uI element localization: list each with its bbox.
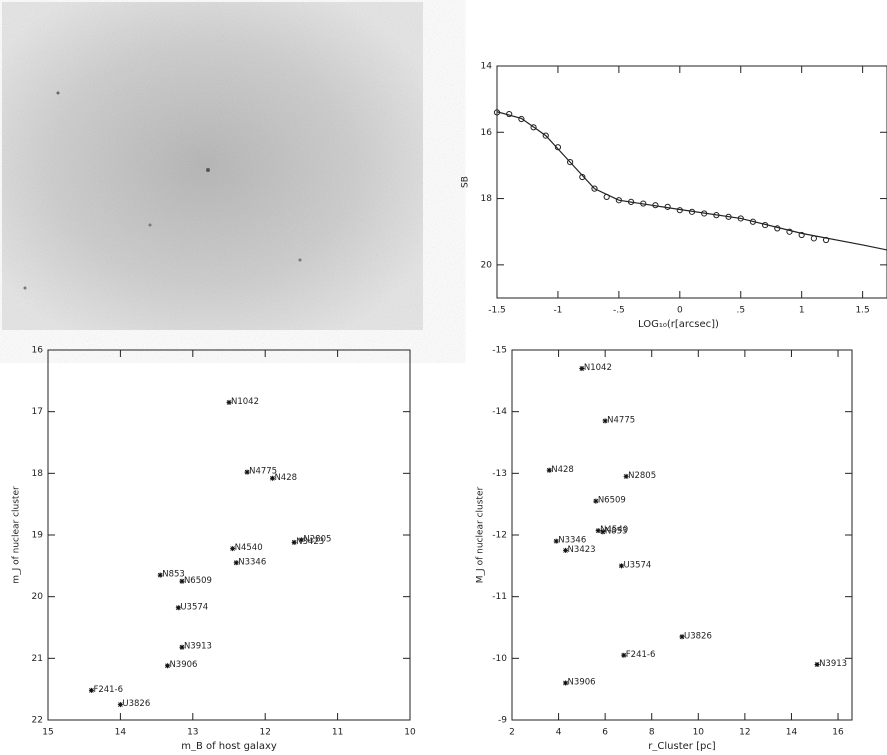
y-axis-label: SB <box>461 176 471 188</box>
x-tick-label: 8 <box>649 728 655 738</box>
y-tick-label: 21 <box>32 654 43 664</box>
point-label: N3906 <box>169 660 197 670</box>
point-label: N3423 <box>568 545 596 555</box>
point-label: N853 <box>162 570 185 580</box>
y-tick-label: 14 <box>481 62 493 72</box>
point-label: N6509 <box>598 496 626 506</box>
point-label: U3574 <box>623 560 651 570</box>
point-label: N1042 <box>584 363 612 373</box>
x-tick-label: 15 <box>42 728 53 738</box>
y-tick-label: 16 <box>481 128 493 138</box>
x-tick-label: 11 <box>332 728 343 738</box>
x-axis-label: m_B of host galaxy <box>181 741 277 751</box>
point-label: N4775 <box>249 467 277 477</box>
x-tick-label: 12 <box>259 728 270 738</box>
x-tick-label: 1.5 <box>855 306 869 316</box>
x-tick-label: .5 <box>736 306 745 316</box>
point-label: F241-6 <box>626 650 656 660</box>
point-label: F241-6 <box>93 685 123 695</box>
x-tick-label: 14 <box>786 728 798 738</box>
panel: 15 14 13 12 11 10 16 17 18 19 20 21 22 m_B of host ga… <box>12 346 416 752</box>
y-tick-label: -14 <box>492 407 507 417</box>
x-tick-label: 10 <box>404 728 416 738</box>
y-tick-label: 16 <box>32 346 44 356</box>
y-axis-label: m_J of nuclear cluster <box>12 486 22 584</box>
point-label: U3574 <box>180 602 208 612</box>
point-label: N3913 <box>819 659 847 669</box>
panel: 2 4 6 8 10 12 14 16 -15 -14 -13 -12 -11 -10 -9 r_Cluste… <box>476 346 853 752</box>
y-tick-label: -11 <box>492 592 507 602</box>
x-tick-label: 4 <box>556 728 562 738</box>
galaxy-image <box>2 2 423 330</box>
model-line <box>497 112 887 250</box>
point-label: U3826 <box>684 631 712 641</box>
y-tick-label: -13 <box>492 469 507 479</box>
y-tick-label: 17 <box>32 407 43 417</box>
point-label: N3346 <box>238 557 266 567</box>
point-label: N4775 <box>607 415 635 425</box>
y-tick-label: -9 <box>498 716 507 726</box>
y-tick-label: 20 <box>32 592 44 602</box>
plot-frame <box>48 350 410 720</box>
point-label: N428 <box>274 473 297 483</box>
x-tick-label: 13 <box>187 728 198 738</box>
point-label: N3913 <box>184 642 212 652</box>
x-tick-label: -1.5 <box>488 306 506 316</box>
point-label: N428 <box>551 465 574 475</box>
x-tick-label: 2 <box>509 728 515 738</box>
point-label: N6509 <box>184 576 212 586</box>
x-tick-label: -.5 <box>613 306 625 316</box>
x-tick-label: 6 <box>602 728 608 738</box>
y-tick-label: 19 <box>32 531 44 541</box>
x-tick-label: 16 <box>832 728 844 738</box>
y-tick-label: -12 <box>492 531 507 541</box>
y-tick-label: 18 <box>32 469 44 479</box>
point-label: U3826 <box>122 699 150 709</box>
point-label: N1042 <box>231 397 259 407</box>
y-tick-label: -10 <box>492 654 507 664</box>
x-tick-label: 1 <box>799 306 805 316</box>
x-axis-label: LOG₁₀(r[arcsec]) <box>638 319 719 330</box>
y-tick-label: 18 <box>481 194 493 204</box>
x-tick-label: 14 <box>115 728 127 738</box>
x-tick-label: -1 <box>553 306 562 316</box>
x-tick-label: 0 <box>677 306 683 316</box>
point-label: N3423 <box>296 537 324 547</box>
x-tick-label: 12 <box>739 728 750 738</box>
y-axis-label: M_J of nuclear cluster <box>476 487 486 584</box>
x-tick-label: 10 <box>693 728 705 738</box>
point-label: N2805 <box>628 471 656 481</box>
plot-frame <box>497 66 887 298</box>
point-label: N4540 <box>235 543 263 553</box>
x-axis-label: r_Cluster [pc] <box>648 741 716 751</box>
point-label: N853 <box>605 526 628 536</box>
y-tick-label: -15 <box>492 346 507 356</box>
panel: -1.5 -1 -.5 0 .5 1 1.5 14 16 18 20 LOG₁₀(r[arcsec])… <box>461 62 887 331</box>
point-label: N3906 <box>568 678 596 688</box>
y-tick-label: 22 <box>32 716 43 726</box>
y-tick-label: 20 <box>481 260 493 270</box>
